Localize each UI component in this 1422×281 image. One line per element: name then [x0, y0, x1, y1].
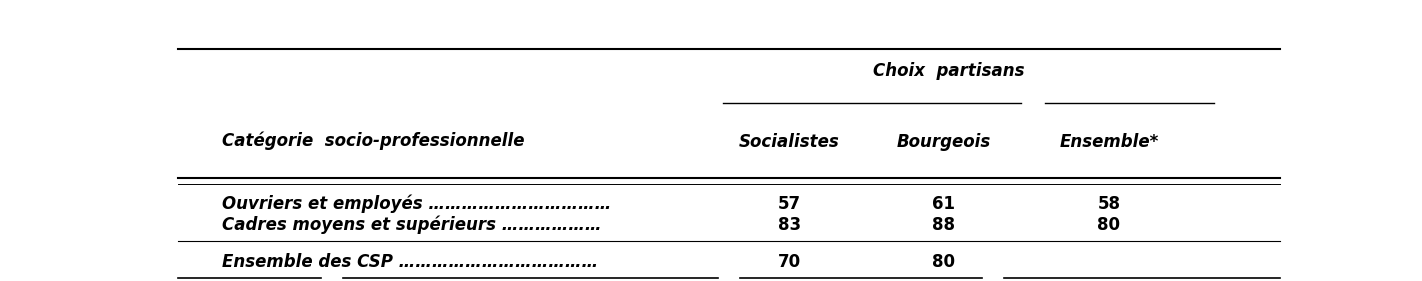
- Text: Socialistes: Socialistes: [739, 133, 840, 151]
- Text: 61: 61: [933, 194, 956, 212]
- Text: Ensemble des CSP ………………………………: Ensemble des CSP ………………………………: [222, 253, 599, 271]
- Text: Bourgeois: Bourgeois: [896, 133, 991, 151]
- Text: 70: 70: [778, 253, 801, 271]
- Text: 88: 88: [933, 216, 956, 234]
- Text: 80: 80: [933, 253, 956, 271]
- Text: Ouvriers et employés ……………………………: Ouvriers et employés ……………………………: [222, 194, 611, 213]
- Text: Choix  partisans: Choix partisans: [873, 62, 1025, 80]
- Text: 57: 57: [778, 194, 801, 212]
- Text: 83: 83: [778, 216, 801, 234]
- Text: Ensemble*: Ensemble*: [1059, 133, 1159, 151]
- Text: Catégorie  socio-professionnelle: Catégorie socio-professionnelle: [222, 131, 525, 149]
- Text: 80: 80: [1098, 216, 1121, 234]
- Text: Cadres moyens et supérieurs ………………: Cadres moyens et supérieurs ………………: [222, 216, 602, 234]
- Text: 58: 58: [1098, 194, 1121, 212]
